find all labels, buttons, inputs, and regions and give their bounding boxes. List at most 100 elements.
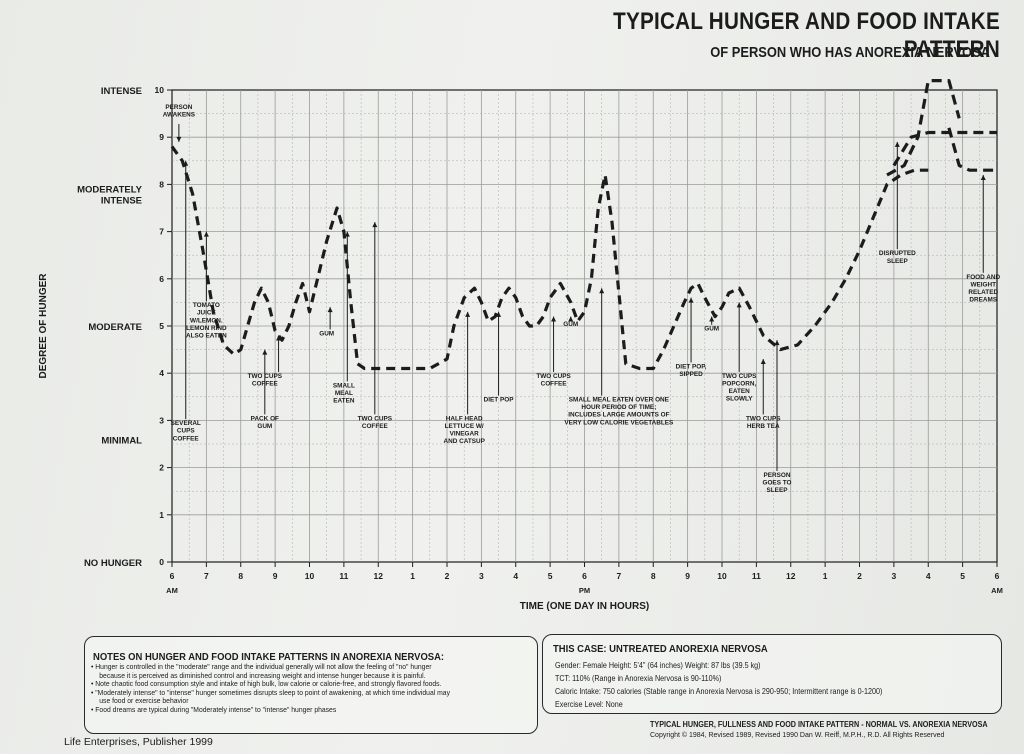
y-category-label: INTENSE xyxy=(101,86,142,97)
notes-line: • Food dreams are typical during "Modera… xyxy=(91,704,337,714)
notes-line: because it is perceived as diminished co… xyxy=(99,670,426,680)
x-tick-label: 6 xyxy=(995,571,1000,581)
x-tick-label: 3 xyxy=(479,571,484,581)
publisher: Life Enterprises, Publisher 1999 xyxy=(64,736,213,748)
annotation-arrowhead xyxy=(372,222,378,228)
y-axis-label: DEGREE OF HUNGER xyxy=(38,273,49,379)
x-tick-label: 8 xyxy=(651,571,656,581)
x-tick-label: 6 xyxy=(582,571,587,581)
x-tick-label: 5 xyxy=(960,571,965,581)
x-tick-label: 7 xyxy=(617,571,622,581)
annotation-arrowhead xyxy=(774,340,780,346)
case-tct: TCT: 110% (Range in Anorexia Nervosa is … xyxy=(555,674,722,683)
y-category-label: MINIMAL xyxy=(101,435,142,446)
notes-line: • "Moderately intense" to "intense" hung… xyxy=(91,687,451,697)
x-tick-label: 10 xyxy=(717,571,727,581)
x-axis-label: TIME (ONE DAY IN HOURS) xyxy=(520,601,649,612)
y-category-label: NO HUNGER xyxy=(84,558,142,569)
x-tick-label: 11 xyxy=(339,571,348,581)
y-category-label: MODERATELY xyxy=(77,184,143,195)
y-tick-label: 0 xyxy=(159,557,164,567)
annotation-label: GUM xyxy=(319,330,334,337)
annotation-label: TWO CUPS POPCORN, EATEN SLOWLY xyxy=(722,373,757,403)
x-tick-label: 3 xyxy=(892,571,897,581)
x-tick-label: 11 xyxy=(752,571,761,581)
annotation-arrowhead xyxy=(262,349,268,355)
y-tick-label: 7 xyxy=(159,227,164,237)
annotation-label: SMALL MEAL EATEN xyxy=(333,382,355,404)
y-tick-label: 10 xyxy=(155,85,165,95)
x-tick-label: 9 xyxy=(273,571,278,581)
x-tick-label: 7 xyxy=(204,571,209,581)
annotation-label: SMALL MEAL EATEN OVER ONE HOUR PERIOD OF … xyxy=(564,397,674,427)
annotation-label: DIET POP, SIPPED xyxy=(676,363,707,378)
annotation-arrowhead xyxy=(568,316,574,322)
case-gender: Gender: Female Height: 5'4" (64 inches) … xyxy=(555,661,761,670)
y-tick-label: 3 xyxy=(159,415,164,425)
chart-title: TYPICAL HUNGER AND FOOD INTAKE PATTERN xyxy=(613,8,1000,63)
case-exercise: Exercise Level: None xyxy=(555,700,623,709)
annotation-label: SEVERAL CUPS COFFEE xyxy=(171,420,201,442)
annotation-arrowhead xyxy=(551,316,557,322)
case-caloric: Caloric Intake: 750 calories (Stable ran… xyxy=(555,687,883,696)
annotation-arrowhead xyxy=(760,359,766,365)
case-heading: THIS CASE: UNTREATED ANOREXIA NERVOSA xyxy=(553,643,768,655)
annotation-arrowhead xyxy=(894,141,900,147)
case-panel: THIS CASE: UNTREATED ANOREXIA NERVOSA Ge… xyxy=(542,634,1002,714)
x-tick-label: 5 xyxy=(548,571,553,581)
x-tick-label: 12 xyxy=(374,571,384,581)
x-tick-label: 1 xyxy=(410,571,415,581)
x-tick-label: 2 xyxy=(857,571,862,581)
x-tick-label: 8 xyxy=(238,571,243,581)
annotation-label: PACK OF GUM xyxy=(251,415,279,430)
y-tick-label: 1 xyxy=(159,510,164,520)
y-tick-label: 4 xyxy=(159,368,164,378)
y-tick-label: 9 xyxy=(159,132,164,142)
x-tick-sublabel: PM xyxy=(579,586,590,595)
y-category-label: INTENSE xyxy=(101,195,142,206)
annotation-label: TWO CUPS HERB TEA xyxy=(746,415,781,430)
y-tick-label: 5 xyxy=(159,321,164,331)
notes-list: • Hunger is controlled in the "moderate"… xyxy=(91,662,481,714)
annotation-arrowhead xyxy=(980,174,986,180)
annotation-arrowhead xyxy=(709,316,715,322)
annotation-arrowhead xyxy=(176,136,182,142)
x-tick-label: 4 xyxy=(926,571,931,581)
notes-panel: NOTES ON HUNGER AND FOOD INTAKE PATTERNS… xyxy=(84,636,538,734)
annotation-label: TOMATO JUICE W/LEMON. LEMON RIND ALSO EATEN xyxy=(186,302,227,339)
annotation-arrowhead xyxy=(276,335,282,341)
notes-line: • Note chaotic food consumption style an… xyxy=(91,679,442,688)
annotation-label: FOOD AND WEIGHT RELATED DREAMS xyxy=(966,274,1000,304)
y-tick-label: 8 xyxy=(159,179,164,189)
annotation-arrowhead xyxy=(344,231,350,237)
annotation-arrowhead xyxy=(327,307,333,313)
notes-heading: NOTES ON HUNGER AND FOOD INTAKE PATTERNS… xyxy=(93,651,445,663)
annotation-arrowhead xyxy=(599,288,605,294)
copyright: Copyright © 1984, Revised 1989, Revised … xyxy=(650,732,945,739)
annotation-arrowhead xyxy=(496,311,502,317)
x-tick-sublabel: AM xyxy=(166,586,178,595)
annotation-label: GUM xyxy=(563,321,578,328)
chart-subtitle: OF PERSON WHO HAS ANOREXIA NERVOSA xyxy=(710,44,990,61)
series-line xyxy=(947,127,997,172)
annotation-label: PERSON GOES TO SLEEP xyxy=(762,472,791,494)
annotation-label: DISRUPTED SLEEP xyxy=(879,250,916,265)
annotation-arrowhead xyxy=(183,160,189,166)
x-tick-label: 2 xyxy=(445,571,450,581)
annotation-label: DIET POP xyxy=(484,397,515,404)
annotation-label: HALF HEAD LETTUCE W/VINEGAR AND CATSUP xyxy=(443,415,485,445)
y-category-label: MODERATE xyxy=(88,322,142,333)
annotation-arrowhead xyxy=(203,231,209,237)
series-line xyxy=(170,145,929,371)
x-tick-sublabel: AM xyxy=(991,586,1003,595)
x-tick-label: 1 xyxy=(823,571,828,581)
annotation-arrowhead xyxy=(736,302,742,308)
notes-line: use food or exercise behavior xyxy=(99,696,189,705)
annotation-arrowhead xyxy=(465,311,471,317)
x-tick-label: 12 xyxy=(786,571,796,581)
annotation-label: GUM xyxy=(704,326,719,333)
